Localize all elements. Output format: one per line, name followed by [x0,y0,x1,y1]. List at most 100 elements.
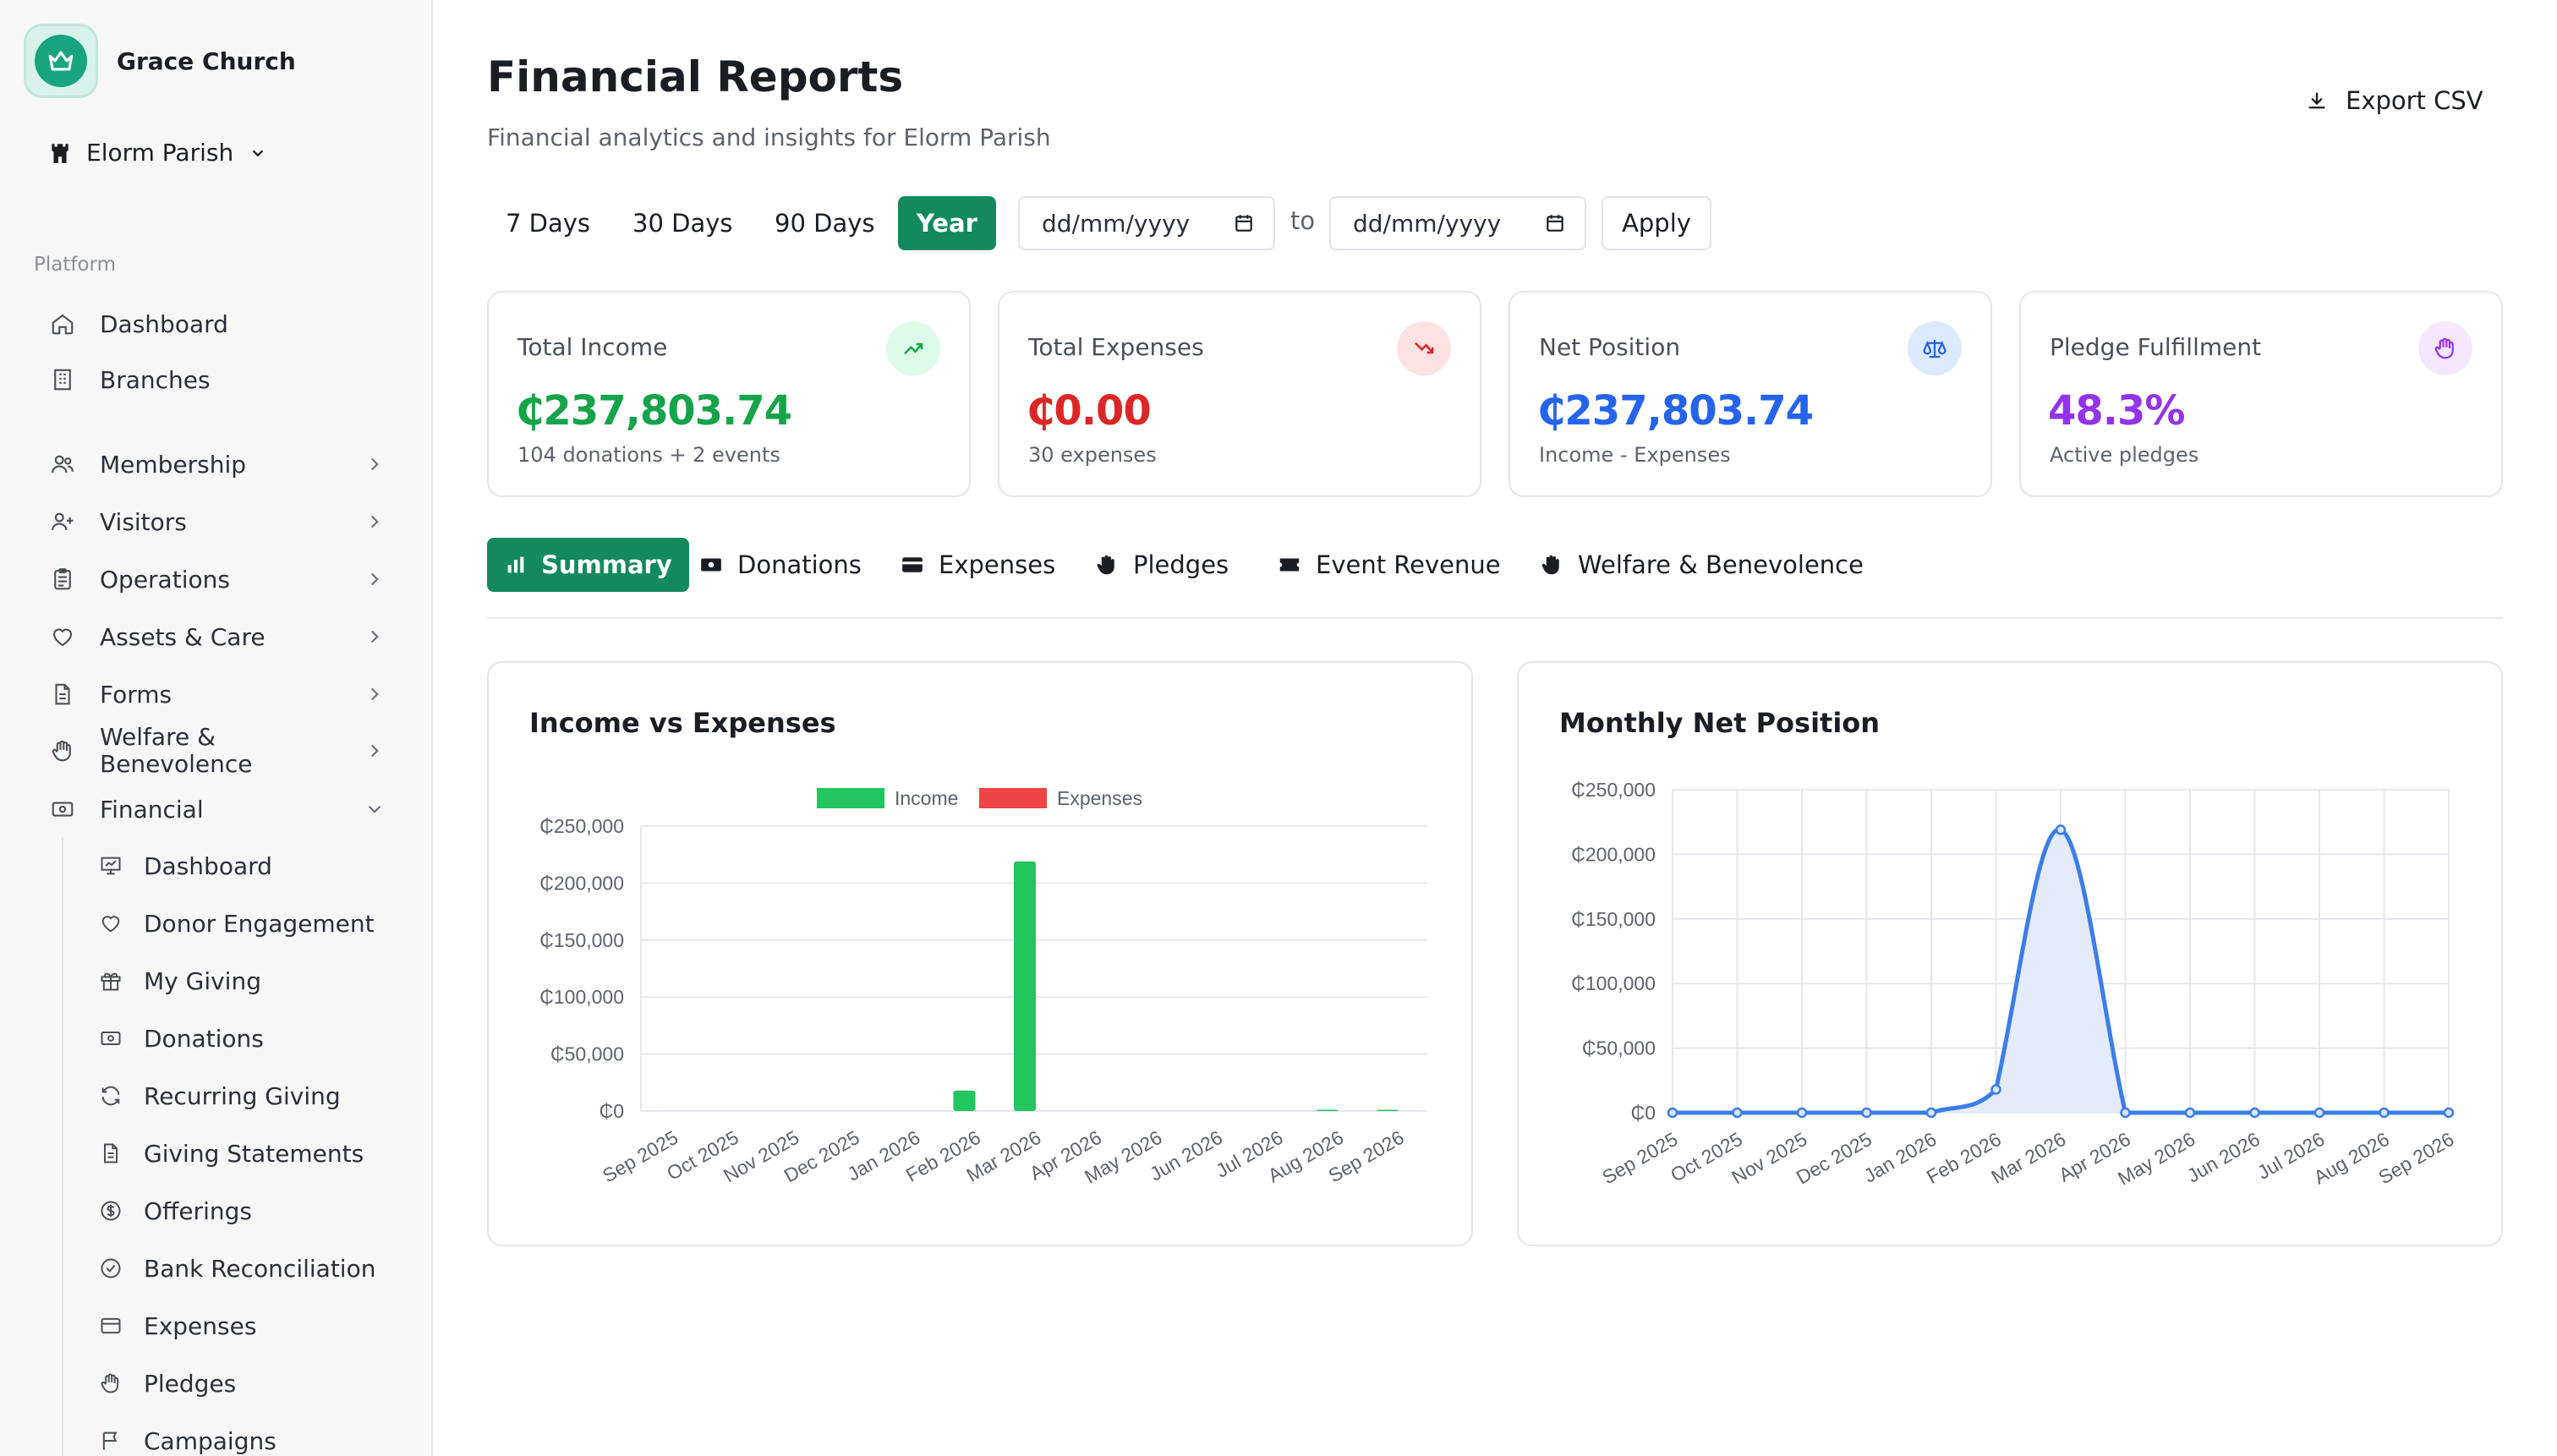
chevron-right-icon [370,687,379,701]
sidebar-subitem-giving-statements[interactable]: Giving Statements [96,1133,364,1174]
stat-card-total-income: Total Income ₵237,803.74 104 donations +… [487,291,971,497]
castle-icon [52,143,68,163]
tabs-divider [487,617,2503,619]
data-point [2120,1107,2131,1119]
data-point [2379,1107,2390,1119]
submenu-rail [62,837,63,1456]
chart-title: Monthly Net Position [1559,707,1881,739]
range-30-days-button[interactable]: 30 Days [632,209,733,238]
hand-icon [47,736,78,766]
dollar-circle-icon [96,1196,125,1225]
range-year-button[interactable]: Year [898,196,996,250]
data-point [2055,824,2067,835]
x-tick-label: Sep 2025 [1598,1128,1681,1189]
monthly-net-position-chart[interactable]: ₵0 ₵50,000 ₵100,000 ₵150,000 ₵200,000 ₵250,00… [1519,663,2505,1248]
stat-subtext: 104 donations + 2 events [517,443,780,467]
sidebar-item-forms[interactable]: Forms [47,673,386,715]
tab-summary[interactable]: Summary [487,538,689,592]
data-point [2184,1107,2196,1119]
sidebar-item-visitors[interactable]: Visitors [47,501,386,543]
parish-selector[interactable]: Elorm Parish [49,139,267,167]
tab-label: Expenses [939,550,1056,579]
stat-subtext: Active pledges [2050,443,2199,467]
crown-icon [35,35,87,87]
legend-label-expenses: Expenses [1057,787,1142,809]
brand[interactable]: Grace Church [24,24,296,98]
sidebar-item-label: Welfare & Benevolence [100,725,252,776]
export-csv-button[interactable]: Export CSV [2305,86,2483,115]
range-7-days-button[interactable]: 7 Days [506,209,591,238]
sidebar-subitem-bank-reconciliation[interactable]: Bank Reconciliation [96,1248,375,1289]
sidebar-item-branches[interactable]: Branches [47,359,386,401]
sidebar-item-welfare[interactable]: Welfare & Benevolence [47,723,386,779]
end-date-input[interactable]: dd/mm/yyyy [1329,196,1586,250]
sidebar-subitem-my-giving[interactable]: My Giving [96,961,261,1001]
y-tick-label: ₵250,000 [539,815,624,837]
page-subtitle: Financial analytics and insights for Elo… [487,123,1051,151]
chevron-right-icon [370,515,379,528]
range-90-days-button[interactable]: 90 Days [775,209,875,238]
sidebar-item-assets-care[interactable]: Assets & Care [47,616,386,658]
tab-donations[interactable]: Donations [682,538,879,592]
start-date-input[interactable]: dd/mm/yyyy [1018,196,1275,250]
download-icon [2308,92,2325,109]
credit-card-icon [96,1311,125,1340]
y-tick-label: ₵0 [1631,1102,1656,1124]
welfare-label-line2: Benevolence [100,750,253,778]
tab-pledges[interactable]: Pledges [1077,538,1246,592]
bar-chart-icon [507,556,524,573]
sidebar-subitem-pledges[interactable]: Pledges [96,1363,236,1404]
tab-label: Event Revenue [1316,550,1501,579]
sidebar-item-financial[interactable]: Financial [47,788,386,830]
y-tick-label: ₵150,000 [1571,908,1656,930]
sidebar-item-label: Visitors [100,507,187,536]
stat-card-total-expenses: Total Expenses ₵0.00 30 expenses [998,291,1481,497]
sidebar: Grace Church Elorm Parish Platform Dashb… [0,0,433,1456]
apply-button[interactable]: Apply [1602,196,1711,250]
trending-up-icon [886,321,940,375]
legend-swatch-expenses [979,788,1047,808]
sidebar-item-operations[interactable]: Operations [47,558,386,600]
sidebar-subitem-label: Pledges [144,1369,237,1398]
hand-icon [2418,321,2472,375]
x-tick-label: Jun 2026 [2183,1128,2264,1187]
file-icon [96,1139,125,1168]
sidebar-item-membership[interactable]: Membership [47,443,386,485]
trending-down-icon [1397,321,1451,375]
banknote-icon [96,1024,125,1053]
users-icon [47,449,78,479]
bar-income [1316,1109,1339,1111]
sidebar-subitem-expenses[interactable]: Expenses [96,1305,256,1346]
chevron-down-icon [368,805,381,813]
tab-label: Welfare & Benevolence [1578,550,1864,579]
date-range-to-label: to [1290,206,1316,235]
stat-subtext: 30 expenses [1028,443,1157,467]
data-point [1796,1107,1808,1119]
calendar-icon [1235,215,1252,232]
sidebar-subitem-donor-engagement[interactable]: Donor Engagement [96,903,375,944]
tab-welfare-benevolence[interactable]: Welfare & Benevolence [1522,538,1881,592]
stat-value: 48.3% [2048,387,2186,435]
sidebar-subitem-offerings[interactable]: Offerings [96,1191,252,1231]
sidebar-subitem-recurring-giving[interactable]: Recurring Giving [96,1076,341,1116]
sidebar-subitem-label: Giving Statements [144,1139,364,1168]
main-content: Financial Reports Financial analytics an… [435,0,2557,1456]
brand-name: Grace Church [117,47,296,75]
income-vs-expenses-chart[interactable]: Income Expenses ₵0 ₵50,000 ₵100,000 ₵150,000 ₵… [489,663,1475,1248]
parish-name: Elorm Parish [86,139,234,167]
sidebar-subitem-campaigns[interactable]: Campaigns [96,1420,277,1456]
chevron-right-icon [370,457,379,471]
sidebar-subitem-donations[interactable]: Donations [96,1018,264,1059]
chevron-right-icon [370,744,379,758]
sidebar-item-dashboard[interactable]: Dashboard [47,303,386,345]
stat-label: Total Expenses [1028,333,1204,361]
credit-card-icon [902,557,923,572]
sidebar-subitem-dashboard[interactable]: Dashboard [96,846,272,886]
y-tick-label: ₵200,000 [1571,843,1656,865]
tab-event-revenue[interactable]: Event Revenue [1260,538,1518,592]
welfare-label-line1: Welfare & [100,723,216,751]
sidebar-subitem-label: Donations [144,1024,264,1053]
presentation-icon [96,851,125,880]
tab-expenses[interactable]: Expenses [883,538,1072,592]
tab-label: Pledges [1133,550,1229,579]
